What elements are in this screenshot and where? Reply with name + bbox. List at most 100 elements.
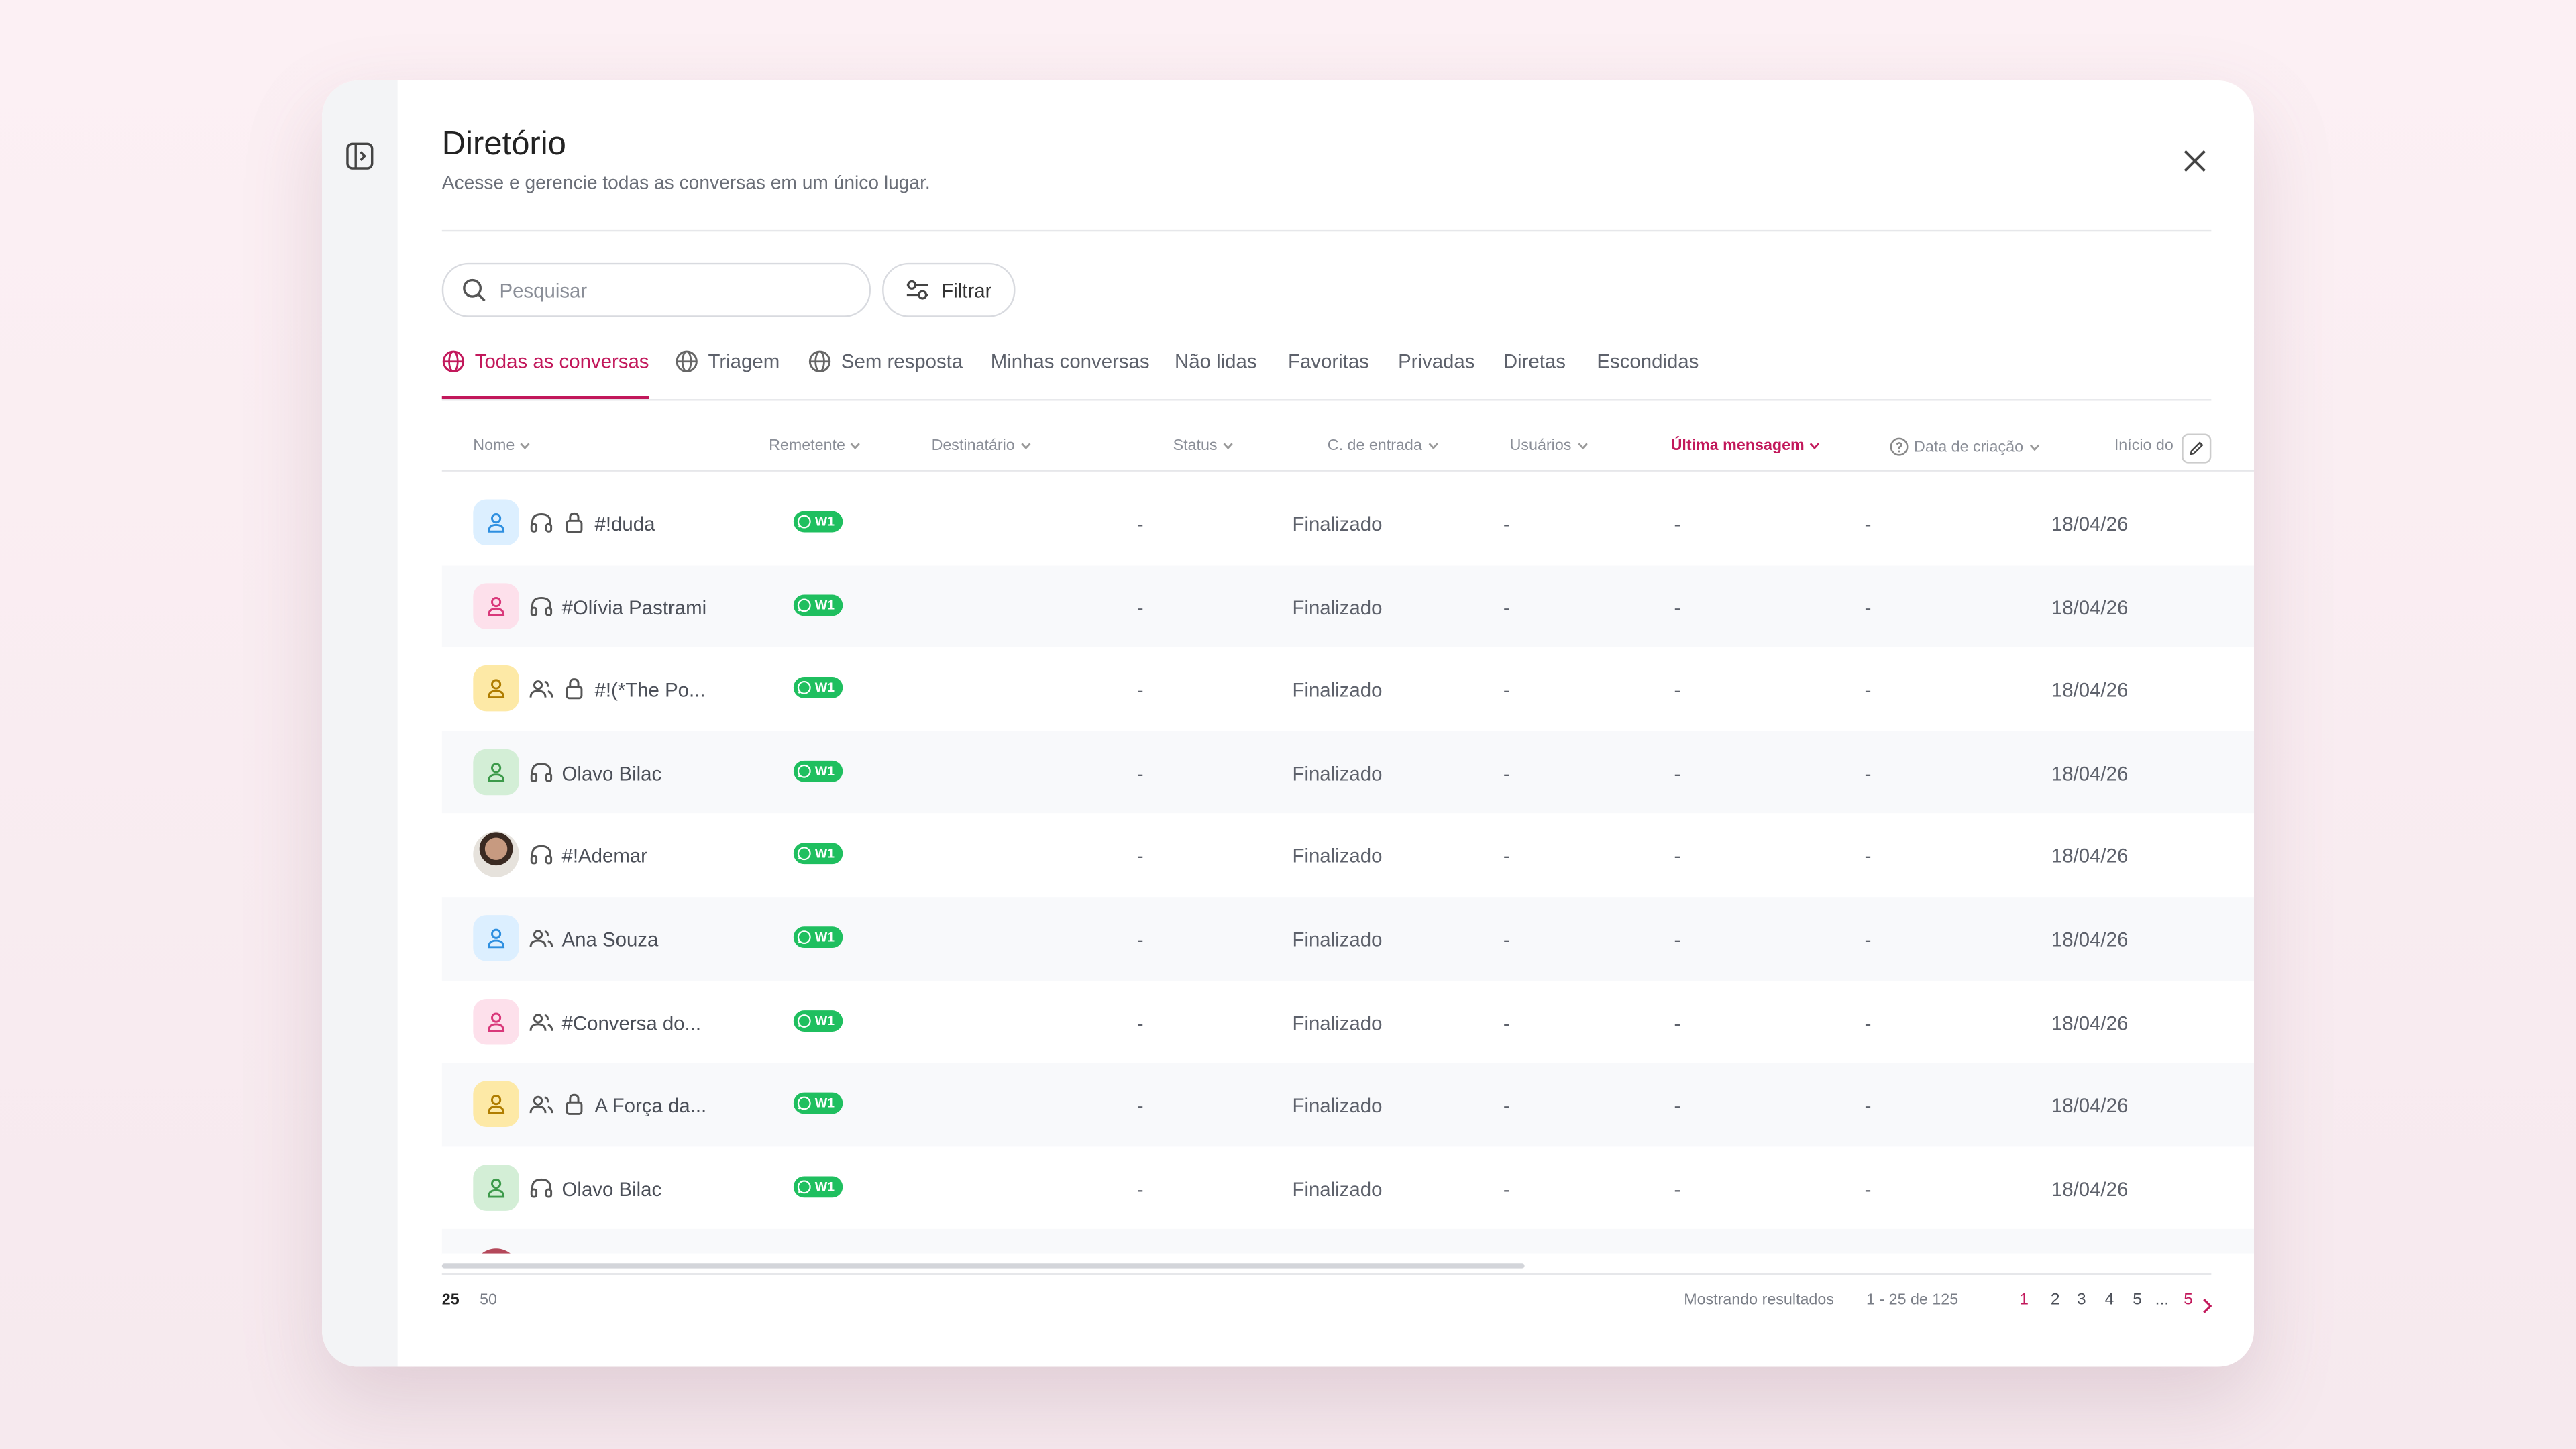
column-header[interactable]: Última mensagem: [1671, 437, 1821, 455]
kind-icon: [529, 1093, 554, 1126]
recipient: -: [1136, 1177, 1144, 1201]
group-icon-svg: [529, 1013, 553, 1030]
page-link[interactable]: 5: [2184, 1291, 2193, 1309]
lock-icon-svg: [566, 1094, 583, 1116]
status: Finalizado: [1292, 761, 1383, 786]
sidebar-toggle[interactable]: [345, 142, 374, 171]
avatar: [473, 749, 519, 795]
avatar: [473, 1164, 519, 1211]
whatsapp-icon-svg: [797, 598, 811, 612]
table-row[interactable]: Olavo BilacW1-Finalizado---18/04/2618/04…: [442, 1146, 2254, 1230]
page-link[interactable]: 4: [2104, 1291, 2114, 1309]
table-row[interactable]: #Conversa do...W1-Finalizado---18/04/261…: [442, 980, 2254, 1063]
filter-button[interactable]: Filtrar: [882, 262, 1016, 317]
subtitle: Acesse e gerencie todas as conversas em …: [441, 174, 930, 194]
kind-icon: [529, 677, 554, 710]
column-header[interactable]: Início do: [2114, 437, 2184, 455]
status: Finalizado: [1292, 1177, 1383, 1201]
conversation-name: #!(*The Po...: [594, 678, 706, 702]
column-header[interactable]: C. de entrada: [1328, 437, 1438, 455]
last-message: -: [1864, 761, 1872, 786]
sender: W1: [814, 930, 835, 945]
recipient: -: [1136, 513, 1144, 536]
whatsapp-icon-svg: [797, 847, 811, 861]
group-icon-svg: [529, 930, 553, 947]
column-header[interactable]: Remetente: [769, 437, 861, 455]
avatar-icon-svg: [488, 1012, 505, 1032]
column-label: Usuários: [1509, 437, 1572, 455]
column-header[interactable]: Status: [1173, 437, 1234, 455]
search-placeholder: Pesquisar: [499, 279, 588, 303]
tab[interactable]: Privadas: [1398, 350, 1474, 373]
tab[interactable]: Escondidas: [1597, 350, 1699, 373]
page-link[interactable]: ...: [2155, 1291, 2169, 1309]
avatar-icon: [484, 677, 507, 700]
scroll-track: [441, 1253, 2255, 1260]
page-size[interactable]: 25: [441, 1291, 460, 1309]
avatar-icon-svg: [488, 596, 505, 616]
tab[interactable]: Diretas: [1503, 350, 1566, 373]
tab[interactable]: Minhas conversas: [991, 350, 1150, 373]
sort-icon-svg: [1428, 443, 1438, 450]
column-header[interactable]: Nome: [473, 437, 531, 455]
close-button[interactable]: [2182, 148, 2208, 174]
table-row[interactable]: #!(*The Po...W1-Finalizado---18/04/2618/…: [442, 647, 2254, 731]
page-size[interactable]: 50: [480, 1291, 498, 1309]
channel-badge: W1: [793, 1175, 843, 1197]
created: 18/04/26: [2051, 595, 2129, 619]
tab[interactable]: Favoritas: [1288, 350, 1369, 373]
tab-icon: [676, 350, 698, 373]
table-row[interactable]: Olavo BilacW1-Finalizado---18/04/2618/04…: [441, 731, 2255, 814]
status: Finalizado: [1292, 1011, 1383, 1034]
whatsapp-icon: [797, 1179, 812, 1194]
page-link[interactable]: 5: [2133, 1291, 2142, 1309]
table-row[interactable]: Ana SouzaW1-Finalizado---18/04/2618/04/2…: [441, 897, 2255, 981]
column-header[interactable]: Usuários: [1510, 437, 1588, 455]
conversation-name: Ana Souza: [561, 928, 659, 951]
users: -: [1674, 1011, 1681, 1034]
next-page[interactable]: [2202, 1293, 2213, 1322]
sender: W1: [814, 514, 835, 529]
agent-icon-svg: [530, 845, 553, 865]
column-label: Última mensagem: [1670, 437, 1805, 455]
tab[interactable]: Sem resposta: [808, 350, 963, 373]
tab-icon-svg: [442, 350, 465, 372]
kind-icon: [529, 760, 554, 793]
group-icon: [529, 1093, 554, 1118]
kind-icon: [529, 511, 554, 544]
column-header[interactable]: Data de criação: [1889, 437, 2039, 456]
tabs-divider: [441, 399, 2212, 401]
last-message: -: [1864, 1177, 1872, 1201]
inbox: -: [1503, 678, 1510, 702]
last-message: -: [1864, 1094, 1872, 1118]
inbox: -: [1503, 513, 1510, 536]
tab[interactable]: Triagem: [676, 350, 780, 373]
tab-label: Escondidas: [1597, 350, 1699, 373]
column-label: Início do: [2114, 437, 2174, 455]
tab[interactable]: Não lidas: [1175, 350, 1257, 373]
sort-icon: [1427, 442, 1438, 450]
edit-columns[interactable]: [2182, 433, 2212, 464]
column-label: Destinatário: [931, 437, 1015, 455]
avatar-icon: [484, 1176, 507, 1199]
agent-icon: [529, 1176, 554, 1201]
channel-badge: W1: [793, 760, 843, 782]
column-header[interactable]: Destinatário: [932, 437, 1032, 455]
tab-label: Sem resposta: [841, 350, 963, 373]
filter-icon: [906, 280, 928, 300]
search-box[interactable]: Pesquisar: [441, 262, 871, 317]
tab[interactable]: Todas as conversas: [442, 350, 649, 373]
scrollbar[interactable]: [441, 1263, 1525, 1269]
conversation-name: #!Ademar: [561, 845, 647, 869]
page-link[interactable]: 2: [2050, 1291, 2060, 1309]
channel-badge: W1: [793, 1010, 843, 1031]
table-row[interactable]: A Força da...W1-Finalizado---18/04/2618/…: [441, 1063, 2255, 1146]
page-link[interactable]: 3: [2077, 1291, 2086, 1309]
page-link[interactable]: 1: [2019, 1291, 2029, 1309]
sender: W1: [814, 1179, 835, 1194]
status: Finalizado: [1292, 1094, 1383, 1118]
whatsapp-icon-svg: [797, 1097, 811, 1110]
table-row[interactable]: #Olívia Pastrami W1 - Finalizado - - - 18/04/26…: [441, 564, 2255, 648]
